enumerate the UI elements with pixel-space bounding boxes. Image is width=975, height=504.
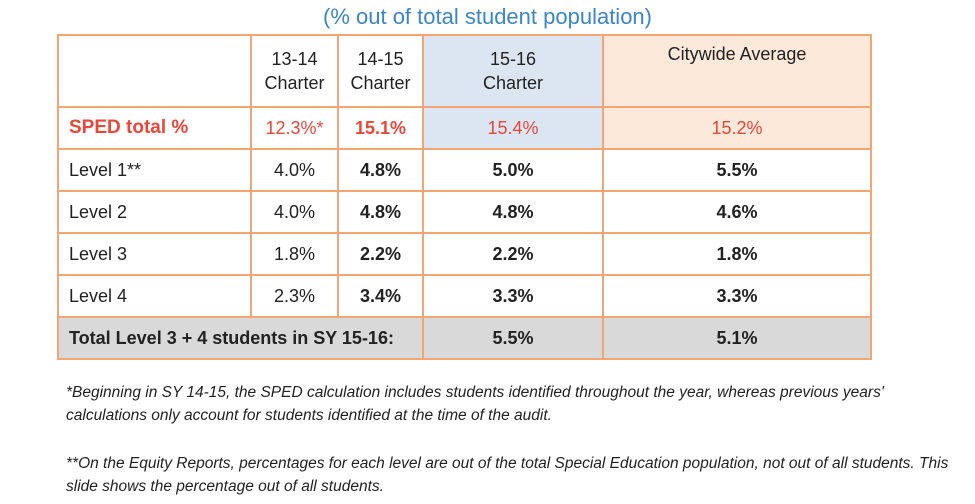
header-15-16-line2: Charter	[482, 73, 544, 93]
header-14-15-line1: 14-15	[357, 49, 404, 69]
header-citywide: Citywide Average	[602, 34, 872, 108]
cell-14-15: 4.8%	[337, 190, 424, 234]
cell-15-16: 15.4%	[422, 106, 604, 150]
cell-14-15: 3.4%	[337, 274, 424, 318]
row-label: Level 4	[57, 274, 252, 318]
cell-13-14: 2.3%	[250, 274, 339, 318]
header-15-16-line1: 15-16	[489, 49, 537, 69]
cell-citywide: 15.2%	[602, 106, 872, 150]
row-label: SPED total %	[57, 106, 252, 150]
header-15-16: 15-16 Charter	[422, 34, 604, 108]
header-13-14-line2: Charter	[264, 73, 325, 93]
header-14-15: 14-15 Charter	[337, 34, 424, 108]
cell-13-14: 12.3%*	[250, 106, 339, 150]
header-13-14: 13-14 Charter	[250, 34, 339, 108]
cell-citywide: 4.6%	[602, 190, 872, 234]
header-13-14-line1: 13-14	[271, 49, 318, 69]
cell-15-16: 3.3%	[422, 274, 604, 318]
header-empty	[57, 34, 252, 108]
cell-citywide: 3.3%	[602, 274, 872, 318]
row-label: Level 1**	[57, 148, 252, 192]
table-row-total: Total Level 3 + 4 students in SY 15-16: …	[57, 316, 872, 360]
header-citywide-line1: Citywide Average	[667, 44, 807, 64]
cell-15-16: 4.8%	[422, 190, 604, 234]
cell-14-15: 15.1%	[337, 106, 424, 150]
cell-13-14: 1.8%	[250, 232, 339, 276]
cell-citywide: 5.5%	[602, 148, 872, 192]
table-row-level-2: Level 2 4.0% 4.8% 4.8% 4.6%	[57, 190, 872, 234]
footnote-2: **On the Equity Reports, percentages for…	[66, 455, 949, 495]
cell-citywide: 1.8%	[602, 232, 872, 276]
row-label: Level 3	[57, 232, 252, 276]
table-row-level-1: Level 1** 4.0% 4.8% 5.0% 5.5%	[57, 148, 872, 192]
table-subtitle: (% out of total student population)	[323, 4, 652, 29]
table-row-level-4: Level 4 2.3% 3.4% 3.3% 3.3%	[57, 274, 872, 318]
row-label: Level 2	[57, 190, 252, 234]
table-row-sped-total: SPED total % 12.3%* 15.1% 15.4% 15.2%	[57, 106, 872, 150]
cell-13-14: 4.0%	[250, 190, 339, 234]
cell-13-14: 4.0%	[250, 148, 339, 192]
total-row-label: Total Level 3 + 4 students in SY 15-16:	[57, 316, 424, 360]
cell-15-16: 2.2%	[422, 232, 604, 276]
footnote-1: *Beginning in SY 14-15, the SPED calcula…	[66, 384, 884, 424]
header-row: 13-14 Charter 14-15 Charter 15-16 Charte…	[57, 34, 872, 108]
sped-table: 13-14 Charter 14-15 Charter 15-16 Charte…	[57, 34, 872, 360]
cell-15-16: 5.0%	[422, 148, 604, 192]
total-cell-15-16: 5.5%	[422, 316, 604, 360]
header-14-15-line2: Charter	[350, 73, 411, 93]
table-row-level-3: Level 3 1.8% 2.2% 2.2% 1.8%	[57, 232, 872, 276]
cell-14-15: 4.8%	[337, 148, 424, 192]
total-cell-citywide: 5.1%	[602, 316, 872, 360]
cell-14-15: 2.2%	[337, 232, 424, 276]
